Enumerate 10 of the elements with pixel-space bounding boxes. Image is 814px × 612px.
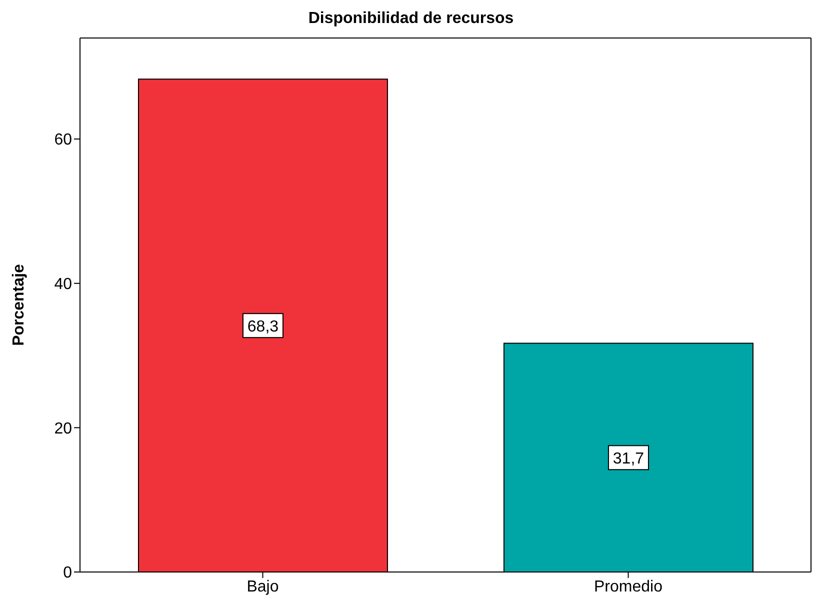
y-axis-title: Porcentaje <box>10 264 28 346</box>
x-tick-label: Promedio <box>594 578 663 596</box>
y-tick-label: 40 <box>54 276 72 294</box>
y-tick-label: 60 <box>54 132 72 149</box>
chart-title: Disponibilidad de recursos <box>307 10 515 28</box>
data-label: 68,3 <box>247 318 279 336</box>
data-label: 31,7 <box>612 450 644 468</box>
x-tick-label: Bajo <box>246 578 279 596</box>
y-tick-label: 20 <box>54 420 72 438</box>
y-tick-label: 0 <box>63 564 72 582</box>
